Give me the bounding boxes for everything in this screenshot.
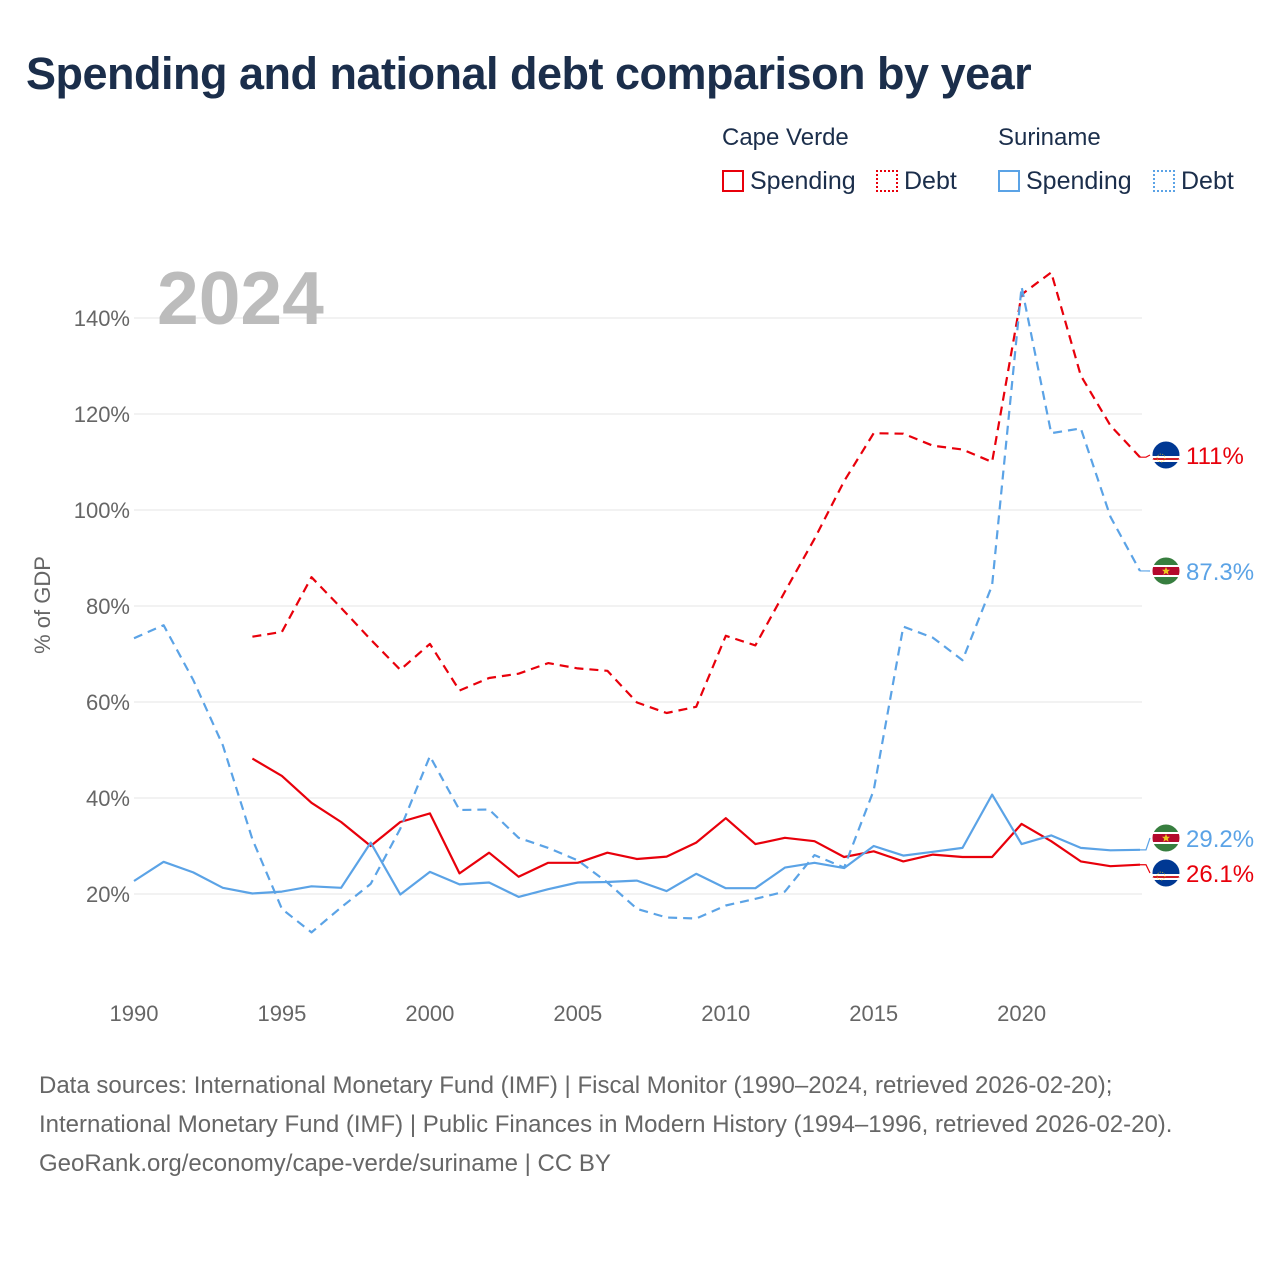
legend-solid-swatch (998, 170, 1020, 192)
y-tick-label: 80% (86, 594, 130, 619)
end-value-label: 111% (1186, 443, 1244, 470)
label-connector (1140, 837, 1151, 851)
end-labels: 26.1% 111% 29.2% 87.3% (1140, 440, 1254, 888)
series-line-cape-verde-spending[interactable] (251, 757, 1141, 878)
gridlines (134, 317, 1142, 895)
legend-suriname-debt[interactable]: Debt (1153, 166, 1234, 196)
cape-verde-flag-icon (1151, 858, 1181, 888)
chart-title: Spending and national debt comparison by… (26, 48, 1032, 99)
suriname-flag-icon (1151, 823, 1181, 853)
credit-link[interactable]: GeoRank.org/economy/cape-verde/suriname … (39, 1150, 611, 1177)
x-tick-label: 1990 (110, 1001, 159, 1026)
series-line-suriname-debt[interactable] (133, 285, 1141, 934)
legend-cape-verde-debt[interactable]: Debt (876, 166, 957, 196)
legend-cape-verde-title: Cape Verde (722, 124, 849, 151)
end-value-label: 87.3% (1186, 559, 1254, 586)
data-sources: Data sources: International Monetary Fun… (39, 1072, 1173, 1138)
series-line-suriname-spending[interactable] (133, 793, 1141, 899)
x-tick-label: 2000 (405, 1001, 454, 1026)
y-axis: 20% 40% 60% 80% 100% 120% 140% (74, 306, 130, 907)
y-tick-label: 120% (74, 402, 130, 427)
label-connector (1140, 864, 1151, 874)
legend-label: Debt (904, 166, 957, 195)
legend-label: Spending (750, 166, 856, 195)
legend-label: Debt (1181, 166, 1234, 195)
line-chart: 2024 20% 40% 60% 80% 100% 120% 140% 1990 1995 20… (30, 256, 1254, 1026)
y-tick-label: 60% (86, 690, 130, 715)
suriname-flag-icon (1151, 556, 1181, 586)
legend-dotted-swatch (876, 170, 898, 192)
x-tick-label: 2010 (701, 1001, 750, 1026)
end-value-label: 26.1% (1186, 861, 1254, 888)
year-watermark: 2024 (157, 256, 324, 340)
x-tick-label: 2005 (553, 1001, 602, 1026)
legend-dotted-swatch (1153, 170, 1175, 192)
legend-suriname-title: Suriname (998, 124, 1101, 151)
y-tick-label: 140% (74, 306, 130, 331)
y-tick-label: 40% (86, 786, 130, 811)
x-tick-label: 2015 (849, 1001, 898, 1026)
label-connector (1140, 454, 1151, 458)
legend-label: Spending (1026, 166, 1132, 195)
x-tick-label: 2020 (997, 1001, 1046, 1026)
legend-cape-verde-spending[interactable]: Spending (722, 166, 856, 196)
x-axis: 1990 1995 2000 2005 2010 2015 2020 (110, 1001, 1047, 1026)
legend-suriname-spending[interactable]: Spending (998, 166, 1132, 196)
series-line-cape-verde-debt[interactable] (252, 271, 1141, 715)
series-lines (133, 271, 1141, 934)
legend-solid-swatch (722, 170, 744, 192)
end-value-label: 29.2% (1186, 826, 1254, 853)
y-tick-label: 100% (74, 498, 130, 523)
y-tick-label: 20% (86, 882, 130, 907)
cape-verde-flag-icon (1151, 440, 1181, 470)
y-axis-label: % of GDP (30, 556, 55, 654)
footer: Data sources: International Monetary Fun… (39, 1066, 1239, 1183)
x-tick-label: 1995 (257, 1001, 306, 1026)
